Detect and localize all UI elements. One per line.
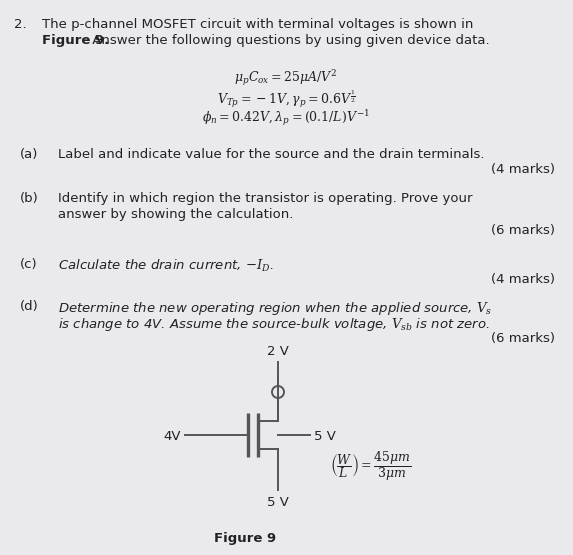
Text: Answer the following questions by using given device data.: Answer the following questions by using … <box>88 34 489 47</box>
Text: Label and indicate value for the source and the drain terminals.: Label and indicate value for the source … <box>58 148 485 161</box>
Text: The p-channel MOSFET circuit with terminal voltages is shown in: The p-channel MOSFET circuit with termin… <box>42 18 473 31</box>
Text: (a): (a) <box>20 148 38 161</box>
Text: (d): (d) <box>20 300 39 313</box>
Text: Figure 9: Figure 9 <box>214 532 276 545</box>
Text: $\phi_n = 0.42V, \lambda_p = (0.1/L)V^{-1}$: $\phi_n = 0.42V, \lambda_p = (0.1/L)V^{-… <box>202 108 370 128</box>
Text: (6 marks): (6 marks) <box>491 224 555 237</box>
Text: (c): (c) <box>20 258 38 271</box>
Text: $\left(\dfrac{W}{L}\right) = \dfrac{45\mu m}{3\mu m}$: $\left(\dfrac{W}{L}\right) = \dfrac{45\m… <box>330 449 412 483</box>
Text: 2.: 2. <box>14 18 26 31</box>
Text: (6 marks): (6 marks) <box>491 332 555 345</box>
Text: $\mu_p C_{ox} = 25\mu A/V^2$: $\mu_p C_{ox} = 25\mu A/V^2$ <box>234 68 337 88</box>
Text: 5 V: 5 V <box>314 431 336 443</box>
Text: $V_{Tp} = -1V, \gamma_p = 0.6V^{\frac{1}{2}}$: $V_{Tp} = -1V, \gamma_p = 0.6V^{\frac{1}… <box>217 88 355 110</box>
Text: answer by showing the calculation.: answer by showing the calculation. <box>58 208 293 221</box>
Text: (b): (b) <box>20 192 39 205</box>
Text: 5 V: 5 V <box>267 496 289 509</box>
Text: (4 marks): (4 marks) <box>491 163 555 176</box>
Text: Figure 9.: Figure 9. <box>42 34 109 47</box>
Text: 2 V: 2 V <box>267 345 289 358</box>
Text: Calculate the drain current, $-I_D$.: Calculate the drain current, $-I_D$. <box>58 258 274 274</box>
Text: Determine the new operating region when the applied source, $V_s$: Determine the new operating region when … <box>58 300 492 317</box>
Text: (4 marks): (4 marks) <box>491 273 555 286</box>
Text: Identify in which region the transistor is operating. Prove your: Identify in which region the transistor … <box>58 192 473 205</box>
Text: is change to 4V. Assume the source-bulk voltage, $V_{sb}$ is not zero.: is change to 4V. Assume the source-bulk … <box>58 316 490 333</box>
Text: 4V: 4V <box>163 431 181 443</box>
